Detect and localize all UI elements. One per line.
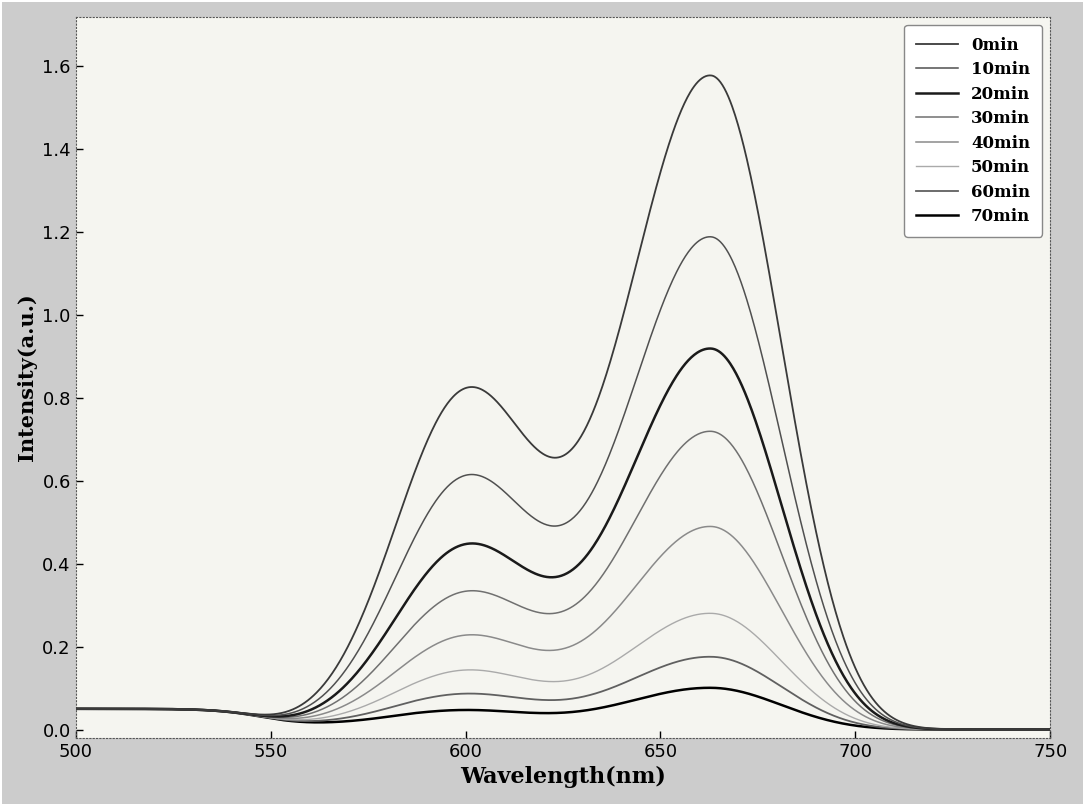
- 40min: [1044, 724, 1057, 734]
- Line: 60min: 60min: [76, 657, 1050, 729]
- 10min: [704, 232, 717, 241]
- 10min: [463, 470, 476, 480]
- 60min: [169, 704, 182, 714]
- 50min: [463, 665, 476, 675]
- 30min: [463, 586, 476, 596]
- Line: 40min: 40min: [76, 526, 1050, 729]
- 50min: [1044, 724, 1057, 734]
- Y-axis label: Intensity(a.u.): Intensity(a.u.): [16, 293, 37, 461]
- 30min: [830, 672, 843, 682]
- 40min: [499, 636, 512, 646]
- 30min: [169, 704, 182, 714]
- 0min: [169, 704, 182, 714]
- 60min: [704, 652, 717, 662]
- 10min: [1044, 724, 1057, 734]
- 50min: [830, 704, 843, 714]
- 0min: [499, 407, 512, 416]
- 20min: [69, 704, 82, 714]
- 30min: [848, 696, 861, 705]
- 20min: [704, 344, 717, 353]
- 70min: [830, 717, 843, 727]
- 0min: [704, 71, 717, 80]
- 50min: [704, 609, 717, 618]
- 60min: [830, 712, 843, 721]
- 10min: [848, 676, 861, 686]
- 10min: [499, 487, 512, 497]
- 70min: [69, 704, 82, 714]
- Line: 20min: 20min: [76, 349, 1050, 729]
- 70min: [169, 704, 182, 714]
- 10min: [739, 292, 752, 302]
- 0min: [1044, 724, 1057, 734]
- 0min: [848, 660, 861, 670]
- 40min: [169, 704, 182, 714]
- 60min: [848, 717, 861, 727]
- Legend: 0min, 10min, 20min, 30min, 40min, 50min, 60min, 70min: 0min, 10min, 20min, 30min, 40min, 50min,…: [904, 25, 1042, 237]
- 20min: [739, 390, 752, 400]
- 10min: [830, 638, 843, 648]
- 40min: [830, 689, 843, 699]
- 0min: [739, 150, 752, 159]
- 0min: [463, 382, 476, 392]
- 0min: [69, 704, 82, 714]
- 60min: [463, 689, 476, 699]
- 40min: [704, 522, 717, 531]
- 70min: [848, 720, 861, 730]
- 40min: [69, 704, 82, 714]
- 50min: [69, 704, 82, 714]
- 20min: [499, 551, 512, 560]
- 60min: [739, 661, 752, 671]
- Line: 50min: 50min: [76, 613, 1050, 729]
- 40min: [463, 630, 476, 640]
- 70min: [739, 688, 752, 698]
- 30min: [69, 704, 82, 714]
- Line: 10min: 10min: [76, 237, 1050, 729]
- 70min: [499, 707, 512, 716]
- 50min: [169, 704, 182, 714]
- 70min: [463, 705, 476, 715]
- 30min: [1044, 724, 1057, 734]
- 30min: [739, 463, 752, 473]
- 30min: [704, 427, 717, 436]
- 70min: [704, 683, 717, 692]
- 0min: [830, 610, 843, 620]
- 20min: [1044, 724, 1057, 734]
- 10min: [69, 704, 82, 714]
- Line: 30min: 30min: [76, 431, 1050, 729]
- 50min: [848, 713, 861, 723]
- 40min: [848, 704, 861, 714]
- 40min: [739, 547, 752, 556]
- 70min: [1044, 724, 1057, 734]
- 10min: [169, 704, 182, 714]
- 20min: [169, 704, 182, 714]
- 60min: [499, 691, 512, 701]
- 50min: [739, 623, 752, 633]
- 20min: [463, 539, 476, 548]
- Line: 0min: 0min: [76, 76, 1050, 729]
- X-axis label: Wavelength(nm): Wavelength(nm): [460, 766, 666, 788]
- 20min: [830, 658, 843, 667]
- 20min: [848, 687, 861, 697]
- 60min: [69, 704, 82, 714]
- 30min: [499, 594, 512, 604]
- Line: 70min: 70min: [76, 687, 1050, 729]
- 50min: [499, 669, 512, 679]
- 60min: [1044, 724, 1057, 734]
